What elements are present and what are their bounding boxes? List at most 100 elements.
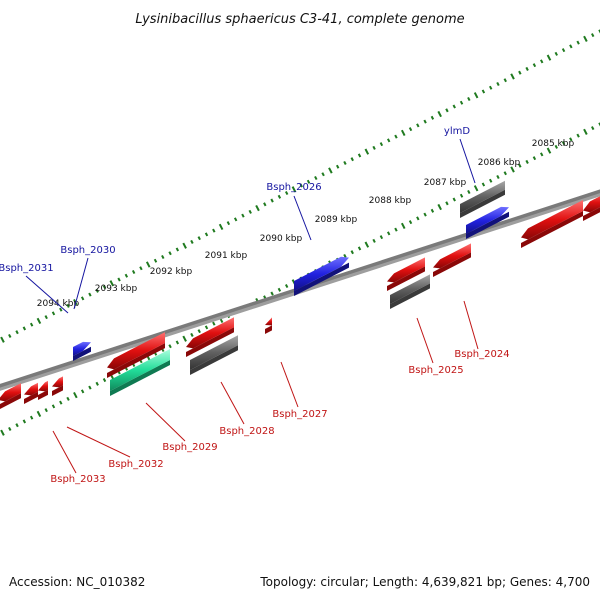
leader-line (73, 257, 89, 310)
gene-bsph-2028-grey (190, 335, 238, 375)
tick-mark (576, 133, 580, 138)
tick-mark (102, 285, 107, 290)
tick-mark (80, 389, 85, 394)
tick-mark (525, 159, 529, 164)
tick-mark (416, 216, 420, 221)
tick-mark (182, 242, 187, 249)
tick-mark (473, 92, 479, 99)
tick-mark (321, 172, 325, 177)
label-bsph-2030: Bsph_2030 (60, 245, 115, 256)
tick-mark (306, 179, 311, 184)
tick-mark (430, 208, 435, 213)
leader-line (293, 195, 312, 241)
leader-line (280, 361, 299, 408)
tick-mark (408, 220, 413, 225)
tick-mark (66, 303, 70, 308)
tick-mark (452, 197, 456, 202)
tick-mark (161, 254, 165, 259)
tick-mark (212, 321, 216, 326)
tick-mark (569, 137, 573, 142)
label-bsph-2025: Bsph_2025 (408, 365, 463, 376)
tick-mark (109, 280, 115, 287)
tick-mark (59, 400, 63, 405)
tick-mark (561, 48, 566, 53)
summary-text: Topology: circular; Length: 4,639,821 bp… (259, 575, 590, 589)
tick-mark (59, 307, 63, 312)
tick-mark (277, 194, 282, 199)
tick-mark (51, 404, 56, 409)
tick-mark (226, 221, 231, 226)
tick-mark (489, 178, 493, 183)
tick-mark (284, 191, 289, 196)
label-layer: 2085 kbp 2086 kbp 2087 kbp 2088 kbp 2089 kbp… (0, 126, 574, 485)
tick-mark (233, 217, 238, 222)
tick-mark (518, 70, 522, 75)
kbp-tick-label: 2089 kbp (315, 215, 358, 225)
tick-mark (496, 174, 500, 179)
tick-mark (0, 429, 5, 436)
tick-mark (503, 78, 507, 83)
tick-mark (95, 381, 99, 386)
tick-mark (569, 44, 573, 49)
tick-mark (489, 85, 493, 90)
leader-line (25, 275, 69, 314)
tick-mark (131, 270, 136, 275)
tick-mark (423, 212, 427, 217)
leader-line (66, 426, 131, 458)
tick-mark (394, 227, 398, 232)
label-bsph-2028: Bsph_2028 (219, 426, 274, 437)
gene-ylmd-blue (466, 206, 509, 239)
tick-mark (168, 344, 172, 349)
label-bsph-2032: Bsph_2032 (108, 459, 163, 470)
tick-mark (314, 175, 318, 181)
tick-mark (80, 296, 85, 301)
label-ylmd: ylmD (444, 126, 470, 137)
tick-mark (0, 336, 5, 343)
tick-mark (473, 185, 479, 192)
tick-mark (518, 163, 522, 168)
tick-mark (364, 241, 370, 248)
tick-mark (44, 315, 48, 320)
tick-mark (51, 311, 56, 316)
tick-mark (95, 288, 99, 293)
tick-mark (88, 292, 92, 297)
gene-bsph-2028-red (186, 317, 234, 357)
gene-bsph-2029-rna (110, 349, 170, 396)
tick-mark (66, 396, 70, 401)
gene-bsph-2027 (265, 317, 272, 334)
tick-mark (379, 235, 384, 240)
tick-mark (190, 239, 194, 244)
tick-mark (350, 250, 354, 255)
tick-mark (525, 66, 529, 71)
label-bsph-2031: Bsph_2031 (0, 263, 54, 274)
leader-line (52, 430, 77, 474)
tick-mark (197, 236, 201, 241)
label-bsph-2026: Bsph_2026 (266, 182, 321, 193)
gene-red-far-right (521, 199, 583, 248)
tick-mark (139, 266, 143, 271)
feature-layer (0, 180, 600, 409)
tick-mark (8, 426, 12, 431)
tick-mark (277, 287, 282, 292)
tick-mark (175, 340, 180, 345)
tick-mark (416, 123, 420, 128)
tick-mark (576, 40, 580, 45)
tick-mark (197, 329, 201, 334)
leader-line (220, 381, 245, 425)
tick-mark (15, 330, 19, 335)
tick-mark (102, 378, 107, 383)
tick-mark (241, 213, 245, 218)
tick-mark (481, 89, 486, 94)
tick-mark (554, 144, 558, 149)
tick-mark (364, 148, 370, 155)
tick-mark (459, 193, 464, 198)
tick-mark (400, 129, 406, 136)
gene-bsph-2032-a (52, 376, 63, 396)
tick-mark (408, 127, 413, 132)
tick-mark (153, 258, 158, 263)
tick-mark (343, 160, 347, 165)
gene-bsph-2033 (24, 382, 38, 404)
label-bsph-2029: Bsph_2029 (162, 442, 217, 453)
gene-bsph-2026 (294, 256, 349, 296)
